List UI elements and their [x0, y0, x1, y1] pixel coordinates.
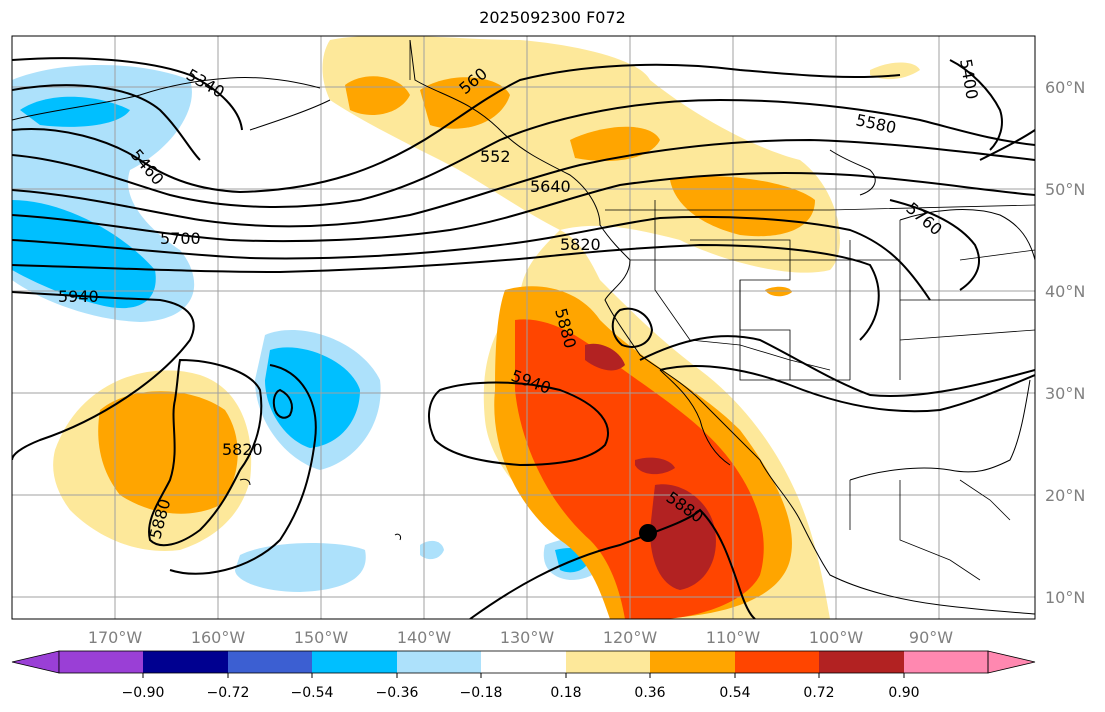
contour-label-552: 552 [480, 147, 511, 166]
lon-label-140w: 140°W [397, 628, 452, 647]
lon-label-170w: 170°W [88, 628, 143, 647]
lon-label-120w: 120°W [603, 628, 658, 647]
colorbar-extend-low [11, 650, 60, 674]
map-border [11, 35, 1036, 620]
colorbar-tick-7: 0.54 [719, 685, 750, 701]
coastlines [12, 39, 1035, 615]
map-content: 5340 5400 5460 5580 5640 5700 5820 5880 … [12, 36, 1035, 619]
contour-label-5940-west: 5940 [58, 287, 99, 306]
lon-label-130w: 130°W [500, 628, 555, 647]
contour-label-5820-north: 5820 [560, 235, 601, 254]
lat-label-10n: 10°N [1045, 588, 1085, 607]
colorbar-tick-8: 0.72 [803, 685, 834, 701]
lon-label-150w: 150°W [294, 628, 349, 647]
lat-label-40n: 40°N [1045, 282, 1085, 301]
contour-label-5700: 5700 [160, 229, 201, 248]
lon-label-160w: 160°W [191, 628, 246, 647]
lat-label-50n: 50°N [1045, 180, 1085, 199]
colorbar-tick-5: 0.18 [550, 685, 581, 701]
lat-label-20n: 20°N [1045, 486, 1085, 505]
map-title: 2025092300 F072 [479, 8, 626, 27]
positive-shading [53, 36, 920, 619]
lon-label-110w: 110°W [706, 628, 761, 647]
colorbar-extend-high [987, 650, 1036, 674]
lon-label-90w: 90°W [909, 628, 953, 647]
latitude-labels: 60°N 50°N 40°N 30°N 20°N 10°N [1045, 78, 1085, 607]
height-contours [12, 57, 1035, 619]
negative-shading [12, 65, 610, 592]
storm-center-dot [639, 524, 657, 542]
lon-label-100w: 100°W [809, 628, 864, 647]
colorbar-tick-6: 0.36 [634, 685, 665, 701]
colorbar-tick-1: −0.72 [207, 685, 250, 701]
longitude-labels: 170°W 160°W 150°W 140°W 130°W 120°W 110°… [88, 628, 953, 647]
colorbar-tick-3: −0.36 [376, 685, 419, 701]
colorbar-tick-4: −0.18 [460, 685, 503, 701]
colorbar-tick-9: 0.90 [888, 685, 919, 701]
borders [409, 40, 1035, 581]
contour-label-5640: 5640 [530, 177, 571, 196]
lat-label-30n: 30°N [1045, 384, 1085, 403]
colorbar-tick-2: −0.54 [291, 685, 334, 701]
colorbar-tick-0: −0.90 [122, 685, 165, 701]
contour-label-5820-south: 5820 [222, 440, 263, 459]
colorbar: −0.90 −0.72 −0.54 −0.36 −0.18 0.18 0.36 … [11, 650, 1036, 701]
lat-label-60n: 60°N [1045, 78, 1085, 97]
